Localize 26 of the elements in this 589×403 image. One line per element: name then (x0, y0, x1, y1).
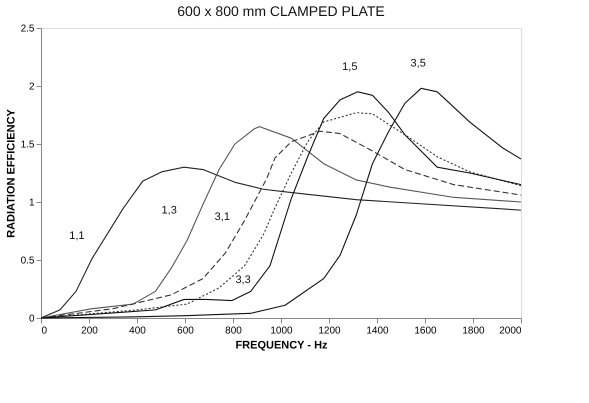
chart-title: 600 x 800 mm CLAMPED PLATE (177, 3, 385, 19)
x-tick-label: 1600 (414, 326, 438, 336)
x-tick-label: 800 (225, 326, 242, 336)
x-tick-label: 200 (81, 326, 98, 336)
x-tick-label: 400 (129, 326, 146, 336)
series-label: 1,3 (162, 204, 177, 216)
y-tick-label: 1.5 (20, 140, 35, 150)
series-label: 1,5 (342, 60, 358, 73)
y-tick-label: 2.5 (20, 24, 35, 34)
x-axis-title: FREQUENCY - Hz (235, 340, 328, 352)
x-tick-label: 1000 (270, 326, 294, 336)
y-axis-title: RADIATION EFFICIENCY (6, 108, 18, 238)
x-tick-label: 1800 (462, 326, 486, 336)
x-tick-label: 600 (177, 326, 194, 336)
y-tick-label: 0 (28, 314, 35, 324)
y-tick-label: 2 (28, 82, 35, 92)
y-tick-label: 0.5 (20, 256, 35, 266)
x-tick-label: 0 (42, 326, 48, 336)
x-tick-label: 1400 (366, 326, 390, 336)
series-label: 1,1 (69, 230, 85, 242)
y-tick-label: 1 (28, 198, 35, 208)
x-tick-label: 2000 (499, 326, 522, 336)
series-label: 3,3 (235, 274, 251, 286)
series-label: 3,5 (410, 57, 426, 70)
x-tick-label: 1200 (318, 326, 342, 336)
series-label: 3,1 (214, 211, 230, 224)
